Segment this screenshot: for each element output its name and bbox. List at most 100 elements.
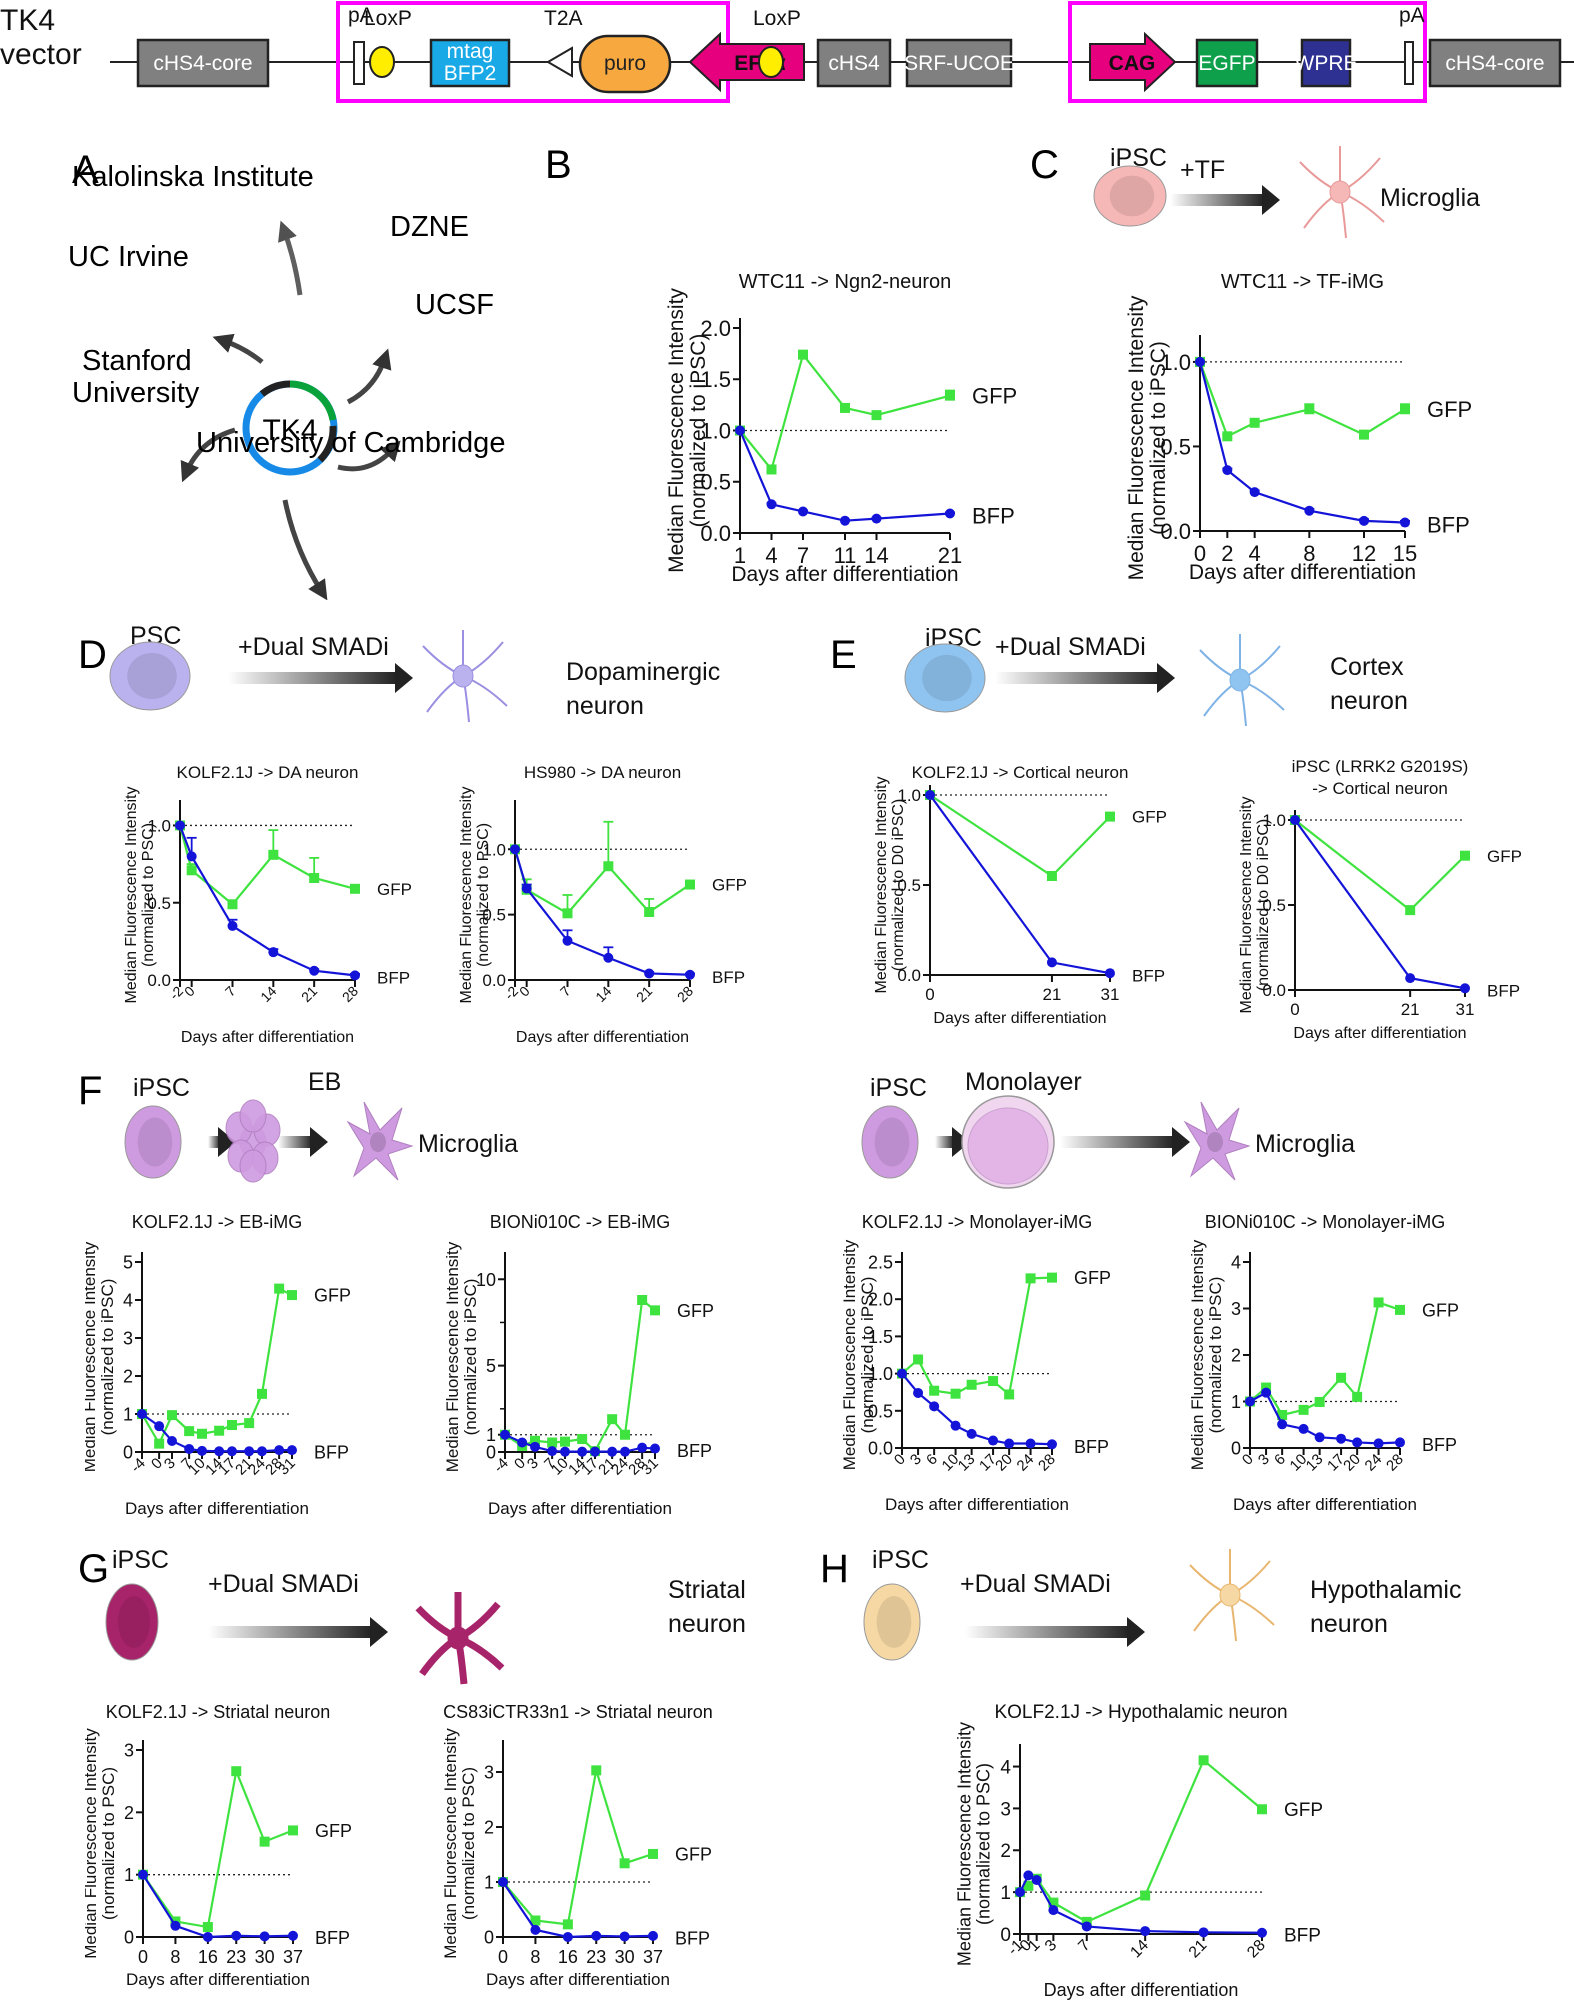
target-cell-label: Hypothalamic neuron [1310,1576,1461,1638]
series-label-gfp: GFP [1132,808,1167,827]
data-point-bfp [735,425,745,436]
series-line-gfp [141,1286,293,1447]
data-point-gfp [350,883,360,894]
series-label-gfp: GFP [1427,397,1472,422]
data-point-gfp [637,1295,648,1305]
data-point-gfp [648,1848,658,1859]
arrow-to-uc-irvine [212,333,264,364]
arrow-head-icon [218,1127,236,1157]
loxp-label: LoxP [364,7,412,30]
series-line-bfp [929,794,1111,975]
data-point-gfp [945,390,955,401]
data-point-bfp [1249,487,1260,498]
cell-nucleus-icon [1109,175,1155,217]
vector-element-chs4 [816,38,892,88]
vector-label-line1: TK4 [0,4,56,37]
data-point-bfp [562,1932,573,1942]
chart-c: WTC11 -> TF-iMG Median Fluorescence Inten… [1125,271,1472,584]
y-axis-label: Median Fluorescence Intensity(normalized… [955,1722,994,1966]
chart-title: WTC11 -> Ngn2-neuron [739,271,952,293]
series-line-gfp [502,1770,654,1926]
series-label-bfp: BFP [972,503,1015,528]
x-axis-label: Days after differentiation [933,1010,1106,1027]
x-tick-label: 28 [674,983,696,1005]
y-tick-label: 3 [484,1762,494,1782]
data-point-bfp [637,1442,648,1453]
data-point-bfp [197,1445,207,1456]
x-axis-label: Days after differentiation [885,1495,1069,1514]
data-point-bfp [1198,1927,1209,1938]
data-point-bfp [1031,1875,1042,1885]
x-tick-label: 28 [1035,1451,1059,1475]
y-tick-label: 1.0 [1160,350,1191,375]
data-point-bfp [577,1446,588,1457]
chart-title: KOLF2.1J -> Monolayer-iMG [862,1212,1093,1232]
x-tick-label: 21 [1042,985,1061,1004]
x-tick-label: 0 [891,1451,909,1469]
chart-e1: KOLF2.1J -> Cortical neuron Median Fluore… [873,763,1167,1027]
data-point-gfp [950,1388,961,1399]
data-point-bfp [1195,356,1205,367]
process-arrow-icon [1170,194,1264,206]
x-tick-label: 28 [1383,1451,1407,1475]
y-tick-label: 2 [123,1366,133,1386]
polya-label: pA [348,4,374,27]
arrow-head-icon [952,1127,970,1157]
x-tick-label: 6 [1271,1451,1289,1469]
chart-d1: KOLF2.1J -> DA neuron Median Fluorescence… [123,763,412,1046]
series-label-bfp: BFP [677,1441,712,1461]
process-arrow-icon [208,1626,372,1638]
panel-letter-b: B [545,143,572,187]
data-point-bfp [530,1924,541,1935]
tk4-plasmid-green-arc [289,380,337,421]
x-axis-label: Days after differentiation [181,1029,354,1046]
data-point-bfp [547,1446,558,1457]
chart-title: BIONi010C -> Monolayer-iMG [1205,1212,1446,1232]
data-point-gfp [1046,871,1057,881]
differentiated-cell-icon [1199,634,1285,727]
y-axis-label: Median Fluorescence Intensity(normalized… [441,1728,478,1959]
x-axis-label: Days after differentiation [126,1970,310,1989]
chart-g2: CS83iCTR33n1 -> Striatal neuron Median Fl… [441,1702,713,1989]
treatment-label: +Dual SMADi [238,633,389,661]
arrow-head-icon [395,663,413,693]
arrow-to-dzne [346,348,392,405]
data-point-gfp [547,1437,558,1448]
y-axis-label: Median Fluorescence Intensity(normalized… [1125,295,1170,580]
embryoid-body-icon [239,1099,267,1133]
series-label-gfp: GFP [675,1844,712,1864]
data-point-bfp [1277,1419,1288,1430]
data-point-gfp [186,865,197,876]
data-point-bfp [648,1930,658,1941]
x-tick-label: 14 [592,983,614,1005]
data-point-gfp [929,1385,940,1396]
y-tick-label: 2 [1231,1345,1241,1365]
y-tick-label: 2.5 [868,1252,893,1272]
y-axis-label: Median Fluorescence Intensity(normalized… [85,1728,118,1959]
data-point-bfp [591,1930,602,1941]
x-tick-label: 7 [797,543,809,568]
x-tick-label: 31 [1101,985,1120,1004]
panel-letter-h: H [820,1547,849,1591]
series-label-bfp: BFP [314,1443,349,1463]
vector-element-label: cHS4-core [1445,52,1544,75]
chart-d2: HS980 -> DA neuron Median Fluorescence In… [458,763,747,1046]
cell-nucleus-icon [127,652,177,700]
polya-signal-icon [1404,41,1414,85]
x-tick-label: 6 [923,1451,941,1469]
y-tick-label: 4 [1000,1757,1011,1778]
y-tick-label: 0.0 [1160,519,1191,544]
series-label-gfp: GFP [314,1286,351,1306]
y-tick-label: 1 [124,1865,134,1885]
data-point-bfp [1298,1423,1309,1434]
data-point-gfp [1257,1804,1267,1815]
data-point-gfp [184,1426,195,1437]
y-tick-label: 0.5 [700,470,731,495]
chart-title: KOLF2.1J -> Cortical neuron [912,763,1129,782]
x-tick-label: 3 [524,1455,542,1473]
data-point-gfp [244,1418,255,1429]
x-tick-label: 16 [198,1947,218,1967]
x-axis-label: Days after differentiation [488,1499,672,1518]
schematic-b: BiPSC+Ngn2Neuron [545,143,572,187]
data-point-bfp [1047,1439,1057,1450]
